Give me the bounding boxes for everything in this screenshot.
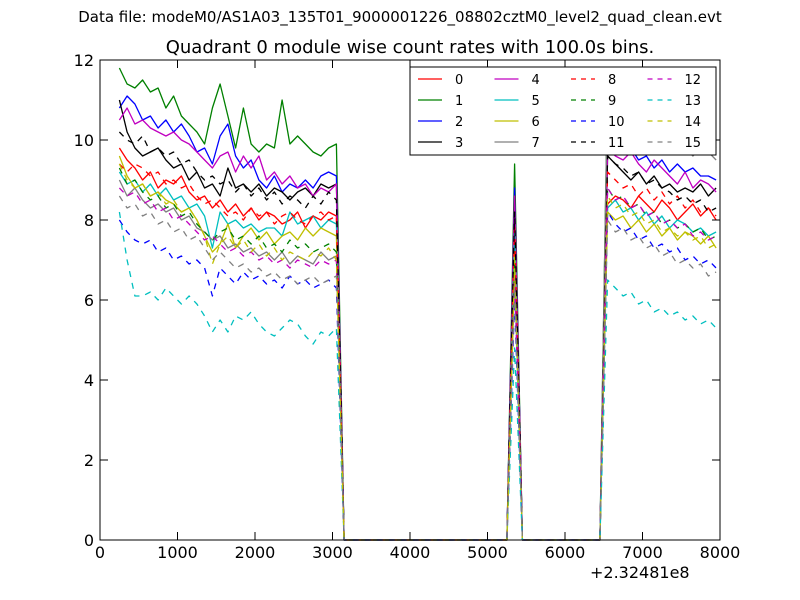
series-line-5 [118, 171, 717, 541]
x-tick-label: 8000 [700, 543, 741, 562]
legend-label-9: 9 [608, 94, 616, 109]
series-line-6 [118, 155, 717, 541]
x-tick-label: 0 [95, 543, 105, 562]
series-line-8 [118, 163, 717, 541]
chart-title: Quadrant 0 module wise count rates with … [165, 37, 655, 58]
legend-label-13: 13 [685, 94, 702, 109]
y-tick-label: 12 [74, 51, 94, 70]
y-tick-label: 6 [84, 291, 94, 310]
legend-label-4: 4 [532, 73, 540, 88]
legend-label-1: 1 [455, 94, 463, 109]
series-line-2 [118, 95, 717, 541]
series-line-0 [118, 147, 717, 541]
legend-label-5: 5 [532, 94, 540, 109]
suptitle: Data file: modeM0/AS1A03_135T01_90000012… [78, 8, 722, 26]
legend-label-12: 12 [685, 73, 702, 88]
x-tick-label: 5000 [467, 543, 508, 562]
x-tick-label: 6000 [545, 543, 586, 562]
series-line-15 [118, 195, 717, 541]
series-line-14 [118, 163, 717, 541]
y-tick-label: 10 [74, 131, 94, 150]
legend-label-2: 2 [455, 115, 463, 130]
legend-label-0: 0 [455, 73, 463, 88]
series-line-11 [118, 131, 717, 541]
y-tick-label: 8 [84, 211, 94, 230]
series-line-10 [118, 211, 717, 541]
legend-label-15: 15 [685, 136, 702, 151]
series-line-9 [118, 167, 717, 541]
legend-label-11: 11 [608, 136, 625, 151]
y-tick-label: 0 [84, 531, 94, 550]
y-tick-label: 2 [84, 451, 94, 470]
series-line-13 [118, 211, 717, 541]
x-axis-offset-label: +2.32481e8 [590, 563, 690, 582]
legend-label-14: 14 [685, 115, 702, 130]
y-tick-label: 4 [84, 371, 94, 390]
x-tick-label: 1000 [157, 543, 198, 562]
series-line-3 [118, 99, 717, 541]
legend-label-8: 8 [608, 73, 616, 88]
legend-box [409, 66, 717, 156]
tick-layer: 0 1000 2000 3000 4000 5000 6000 7000 80000246810… [74, 51, 741, 562]
x-tick-label: 4000 [390, 543, 431, 562]
legend-label-10: 10 [608, 115, 625, 130]
x-tick-label: 3000 [312, 543, 353, 562]
x-tick-label: 7000 [622, 543, 663, 562]
legend-label-6: 6 [532, 115, 540, 130]
series-line-12 [118, 187, 717, 541]
x-tick-label: 2000 [235, 543, 276, 562]
legend-label-7: 7 [532, 136, 540, 151]
legend-label-3: 3 [455, 136, 463, 151]
